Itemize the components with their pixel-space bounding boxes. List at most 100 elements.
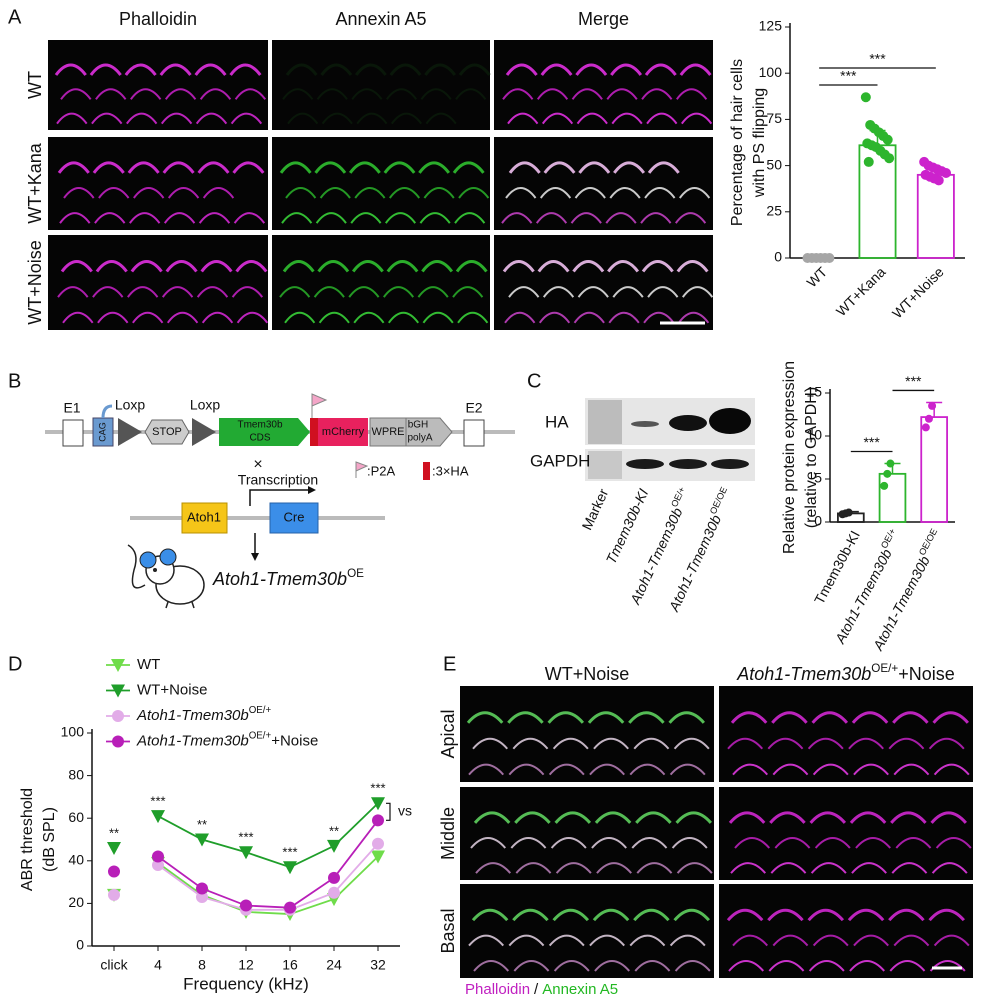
comparison-bracket (386, 802, 391, 821)
hair-cell-row (505, 187, 537, 199)
data-point (844, 508, 853, 517)
exon (463, 419, 485, 447)
y-axis-title: (relative to GAPDH) (803, 387, 820, 528)
hair-cell-row (163, 212, 196, 224)
y-tick-label: 50 (766, 156, 782, 172)
hair-cell-row (888, 737, 925, 750)
hair-cell-row (315, 212, 347, 224)
bar (878, 472, 907, 523)
channel-title: Merge (578, 9, 629, 29)
micrograph (719, 686, 973, 782)
hair-cell-row (550, 837, 587, 849)
band (631, 421, 659, 427)
hair-cell-row (316, 88, 348, 100)
data-point (882, 134, 893, 145)
hair-cell-row (230, 112, 263, 125)
hair-cell-row (199, 88, 232, 100)
hair-cell-row (767, 908, 804, 922)
hair-cell-row (420, 88, 452, 100)
hair-cell-row (383, 286, 415, 298)
row-label: Middle (438, 807, 458, 860)
hair-cell-row (385, 212, 417, 224)
hair-cell-row (98, 187, 130, 199)
y-tick-label: 5 (814, 470, 822, 486)
hair-cell-row (195, 112, 228, 125)
hair-cell-row (508, 161, 541, 174)
hair-cell-row (928, 908, 965, 922)
mouse-eye (153, 568, 157, 572)
stain-label: Annexin A5 (542, 981, 618, 998)
hair-cell-row (573, 311, 605, 324)
data-point (933, 175, 944, 186)
band (669, 415, 707, 431)
label-main: Atoh1-Tmem30b (736, 664, 871, 684)
label: :3×HA (432, 463, 469, 478)
micrograph (460, 884, 714, 978)
hair-cell-row (507, 112, 539, 125)
hair-cell-row (537, 260, 570, 273)
hair-cell-row (475, 862, 512, 874)
y-tick-label: 75 (766, 110, 782, 126)
hair-cell-row (628, 711, 665, 724)
hair-cell-row (633, 908, 670, 922)
hair-cell-row (679, 63, 712, 76)
hair-cell-row (388, 311, 420, 324)
hair-cell-row (853, 763, 889, 776)
hair-cell-row (851, 711, 889, 724)
hair-cell-row (512, 737, 549, 750)
hair-cell-row (646, 112, 678, 125)
label: WPRE (372, 426, 405, 438)
data-point (371, 797, 385, 811)
hair-cell-row (127, 286, 159, 298)
hair-cell-row (510, 837, 547, 849)
label: E1 (63, 400, 80, 416)
data-point (328, 886, 340, 899)
label: STOP (152, 426, 182, 438)
ha-tag (423, 462, 430, 480)
significance-label: *** (150, 794, 165, 809)
legend-marker (111, 684, 125, 698)
mouse-ear (159, 548, 177, 566)
hair-cell-row (164, 88, 197, 100)
significance-label: *** (905, 373, 922, 389)
hair-cell-row (468, 763, 505, 776)
significance-label: *** (282, 845, 297, 860)
data-point (824, 253, 835, 263)
hair-cell-row (570, 212, 602, 224)
hair-cell-row (133, 187, 165, 199)
micrograph (48, 40, 268, 130)
hair-cell-row (552, 737, 589, 750)
hair-cell-row (197, 161, 230, 174)
cre-box (269, 502, 319, 534)
marker-lane (588, 400, 622, 444)
hair-cell-row (194, 63, 227, 76)
hair-cell-row (501, 212, 533, 224)
hair-cell-row (383, 161, 416, 174)
label-main: Marker (578, 486, 611, 533)
hair-cell-row (233, 212, 266, 224)
hair-cell-row (127, 161, 160, 174)
data-point (196, 882, 208, 895)
hair-cell-row (612, 286, 644, 298)
x-tick-label: 32 (370, 957, 386, 973)
hair-cell-row (421, 260, 454, 273)
hair-cell-row (279, 161, 312, 174)
hair-cell-row (91, 112, 123, 125)
data-point (152, 859, 164, 872)
bgh (405, 417, 453, 447)
hair-cell-row (647, 286, 679, 298)
data-point (239, 846, 253, 860)
hair-cell-row (669, 934, 706, 947)
data-point (863, 156, 874, 167)
label-suffix: +Noise (271, 732, 318, 749)
hair-cell-row (285, 63, 318, 76)
hair-cell-row (543, 161, 576, 174)
hair-cell-row (810, 862, 847, 874)
hair-cell-row (589, 763, 625, 776)
hair-cell-row (933, 763, 970, 776)
mouse-ear (139, 551, 157, 569)
micrograph (48, 235, 268, 330)
exon (62, 419, 84, 447)
hair-cell-row (455, 260, 488, 273)
